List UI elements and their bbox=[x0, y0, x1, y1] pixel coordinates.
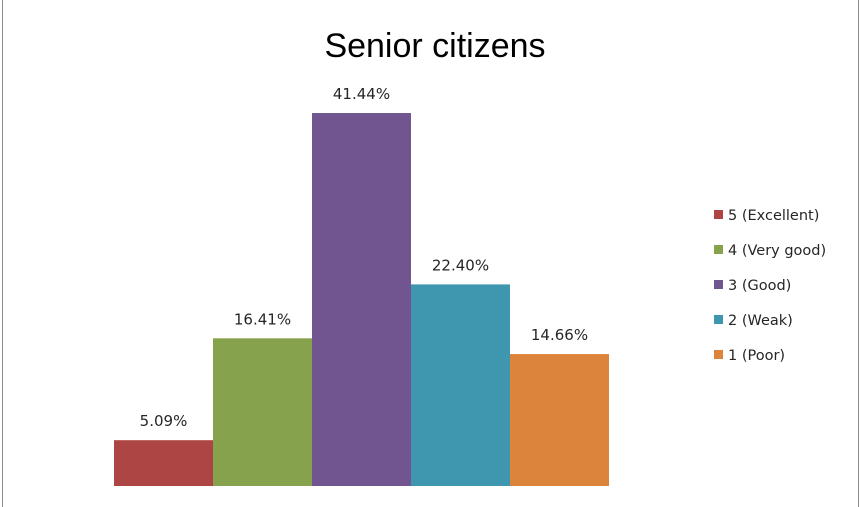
legend: 5 (Excellent) 4 (Very good) 3 (Good) 2 (Wea… bbox=[714, 208, 826, 364]
legend-label-1: 5 (Excellent) bbox=[728, 208, 819, 224]
data-label-2: 16.41% bbox=[234, 310, 291, 328]
legend-label-2: 4 (Very good) bbox=[728, 243, 826, 259]
legend-label-3: 3 (Good) bbox=[728, 278, 791, 294]
data-label-4: 22.40% bbox=[432, 256, 489, 274]
legend-label-5: 1 (Poor) bbox=[728, 348, 785, 364]
chart-title: Senior citizens bbox=[324, 27, 545, 65]
bars-group bbox=[114, 113, 609, 486]
bar-1 bbox=[114, 440, 213, 486]
bar-5 bbox=[510, 354, 609, 486]
data-label-5: 14.66% bbox=[531, 326, 588, 344]
legend-swatch-4 bbox=[714, 315, 723, 324]
data-label-1: 5.09% bbox=[140, 412, 188, 430]
legend-swatch-2 bbox=[714, 245, 723, 254]
data-labels-group: 5.09% 16.41% 41.44% 22.40% 14.66% bbox=[140, 85, 588, 430]
bar-4 bbox=[411, 284, 510, 486]
legend-swatch-3 bbox=[714, 280, 723, 289]
bar-2 bbox=[213, 338, 312, 486]
legend-swatch-1 bbox=[714, 210, 723, 219]
data-label-3: 41.44% bbox=[333, 85, 390, 103]
bar-3 bbox=[312, 113, 411, 486]
legend-swatch-5 bbox=[714, 350, 723, 359]
legend-label-4: 2 (Weak) bbox=[728, 313, 793, 329]
